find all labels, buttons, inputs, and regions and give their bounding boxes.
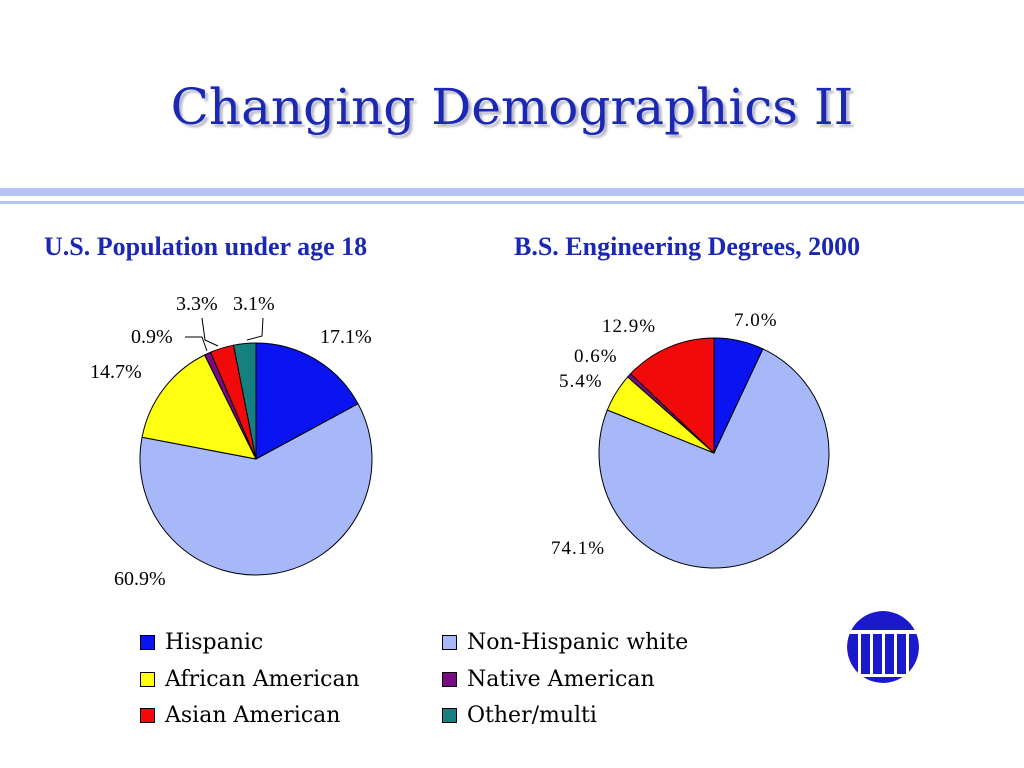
legend-swatch xyxy=(442,634,457,650)
legend-item-asian-american: Asian American xyxy=(140,701,340,729)
legend-item-non-hispanic-white: Non-Hispanic white xyxy=(442,628,688,656)
data-label-other-multi: 3.1% xyxy=(233,293,275,315)
data-label-non-hispanic-white: 60.9% xyxy=(114,568,166,590)
legend-item-african-american: African American xyxy=(140,665,360,693)
data-label-native-american: 0.9% xyxy=(131,326,173,348)
pie-slice-asian-american xyxy=(629,337,715,455)
legend-swatch xyxy=(140,634,155,650)
slide-title: Changing Demographics II xyxy=(170,78,854,136)
data-label-asian-american: 12.9% xyxy=(602,316,656,337)
data-label-asian-american: 3.3% xyxy=(176,293,218,315)
label-leader-line xyxy=(246,317,264,341)
data-label-hispanic: 17.1% xyxy=(320,326,372,348)
chart-title-degrees: B.S. Engineering Degrees, 2000 xyxy=(514,232,861,261)
legend-label: Native American xyxy=(467,666,655,692)
pie-slice-other-multi xyxy=(232,342,257,460)
legend-swatch xyxy=(442,707,457,723)
label-leader-line xyxy=(185,336,208,352)
pie-slice-non-hispanic-white xyxy=(139,403,373,576)
data-label-hispanic: 7.0% xyxy=(734,310,778,331)
legend-swatch xyxy=(140,671,155,687)
data-label-non-hispanic-white: 74.1% xyxy=(551,538,605,559)
legend-label: African American xyxy=(165,666,360,692)
legend-item-native-american: Native American xyxy=(442,665,655,693)
pie-slice-african-american xyxy=(141,354,257,460)
legend-label: Asian American xyxy=(165,702,341,728)
legend-item-other-multi: Other/multi xyxy=(442,701,597,729)
data-label-native-american: 0.6% xyxy=(574,346,618,367)
university-logo xyxy=(847,611,919,683)
legend-item-hispanic: Hispanic xyxy=(140,628,263,656)
chart-title-population: U.S. Population under age 18 xyxy=(44,232,368,261)
legend-swatch xyxy=(140,707,155,723)
legend-label: Other/multi xyxy=(467,702,597,728)
pie-slice-hispanic xyxy=(255,342,359,460)
legend-label: Hispanic xyxy=(165,629,264,655)
header-rule-thick xyxy=(0,188,1024,196)
label-leader-line xyxy=(201,317,219,347)
pie-slice-non-hispanic-white xyxy=(598,348,830,569)
legend-swatch xyxy=(442,671,457,687)
data-label-african-american: 5.4% xyxy=(559,371,603,392)
legend-label: Non-Hispanic white xyxy=(467,629,689,655)
data-label-african-american: 14.7% xyxy=(90,361,142,383)
header-rule-thin xyxy=(0,201,1024,204)
